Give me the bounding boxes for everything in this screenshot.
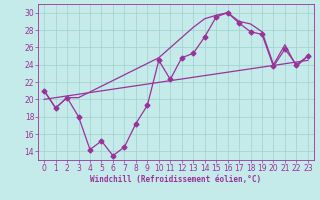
X-axis label: Windchill (Refroidissement éolien,°C): Windchill (Refroidissement éolien,°C): [91, 175, 261, 184]
